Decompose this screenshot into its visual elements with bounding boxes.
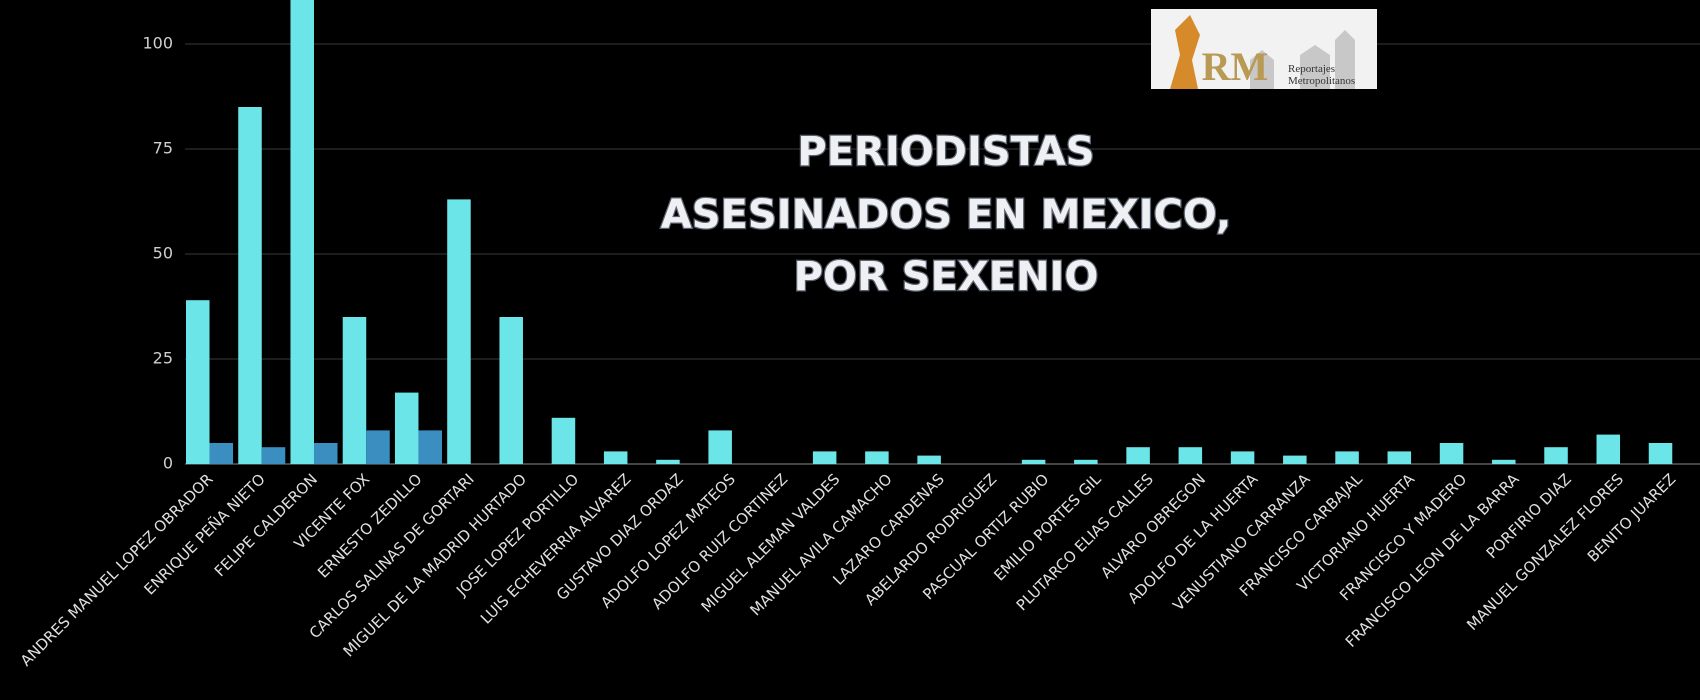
bar — [1596, 434, 1621, 464]
y-tick-label: 25 — [153, 349, 173, 368]
bar — [551, 417, 576, 464]
bar — [186, 300, 210, 464]
bar — [394, 392, 419, 464]
chart-title: POR SEXENIO — [794, 254, 1099, 300]
bar — [1439, 443, 1464, 464]
y-tick-label: 0 — [163, 454, 173, 473]
bar — [418, 430, 442, 464]
logo-statue — [1170, 15, 1200, 89]
bar — [238, 107, 262, 464]
bar — [1544, 447, 1568, 464]
y-tick-label: 100 — [142, 34, 173, 53]
bar — [366, 430, 390, 464]
bar — [865, 451, 889, 464]
y-tick-label: 75 — [153, 139, 173, 158]
title: PERIODISTAS ASESINADOS EN MEXICO, POR SE… — [660, 128, 1233, 302]
bar — [1021, 459, 1046, 464]
bar — [290, 0, 314, 464]
bar — [1387, 451, 1412, 464]
bar — [708, 430, 732, 464]
chart-title: ASESINADOS EN MEXICO, — [661, 192, 1231, 238]
bar — [1283, 455, 1307, 464]
bar — [342, 317, 367, 464]
y-tick-label: 50 — [153, 244, 173, 263]
logo-text: Reportajes — [1288, 63, 1335, 75]
bar — [209, 443, 234, 464]
bar — [447, 199, 471, 464]
chart-title: PERIODISTAS — [797, 129, 1094, 175]
bar — [1178, 447, 1203, 464]
bar — [313, 443, 338, 464]
bar — [917, 455, 941, 464]
bar — [1074, 459, 1098, 464]
logo-mark: RM — [1202, 44, 1269, 89]
bar — [1230, 451, 1255, 464]
bar — [603, 451, 628, 464]
logo-text: Metropolitanos — [1288, 75, 1355, 87]
bar — [656, 459, 680, 464]
bar — [1335, 451, 1359, 464]
bar — [1126, 447, 1150, 464]
bar — [261, 447, 286, 464]
bar — [1648, 443, 1673, 464]
bar — [499, 317, 523, 464]
logo: RM Reportajes Metropolitanos — [1151, 9, 1377, 89]
bar — [1492, 459, 1516, 464]
logo-skyline — [1250, 30, 1355, 89]
bar — [812, 451, 837, 464]
